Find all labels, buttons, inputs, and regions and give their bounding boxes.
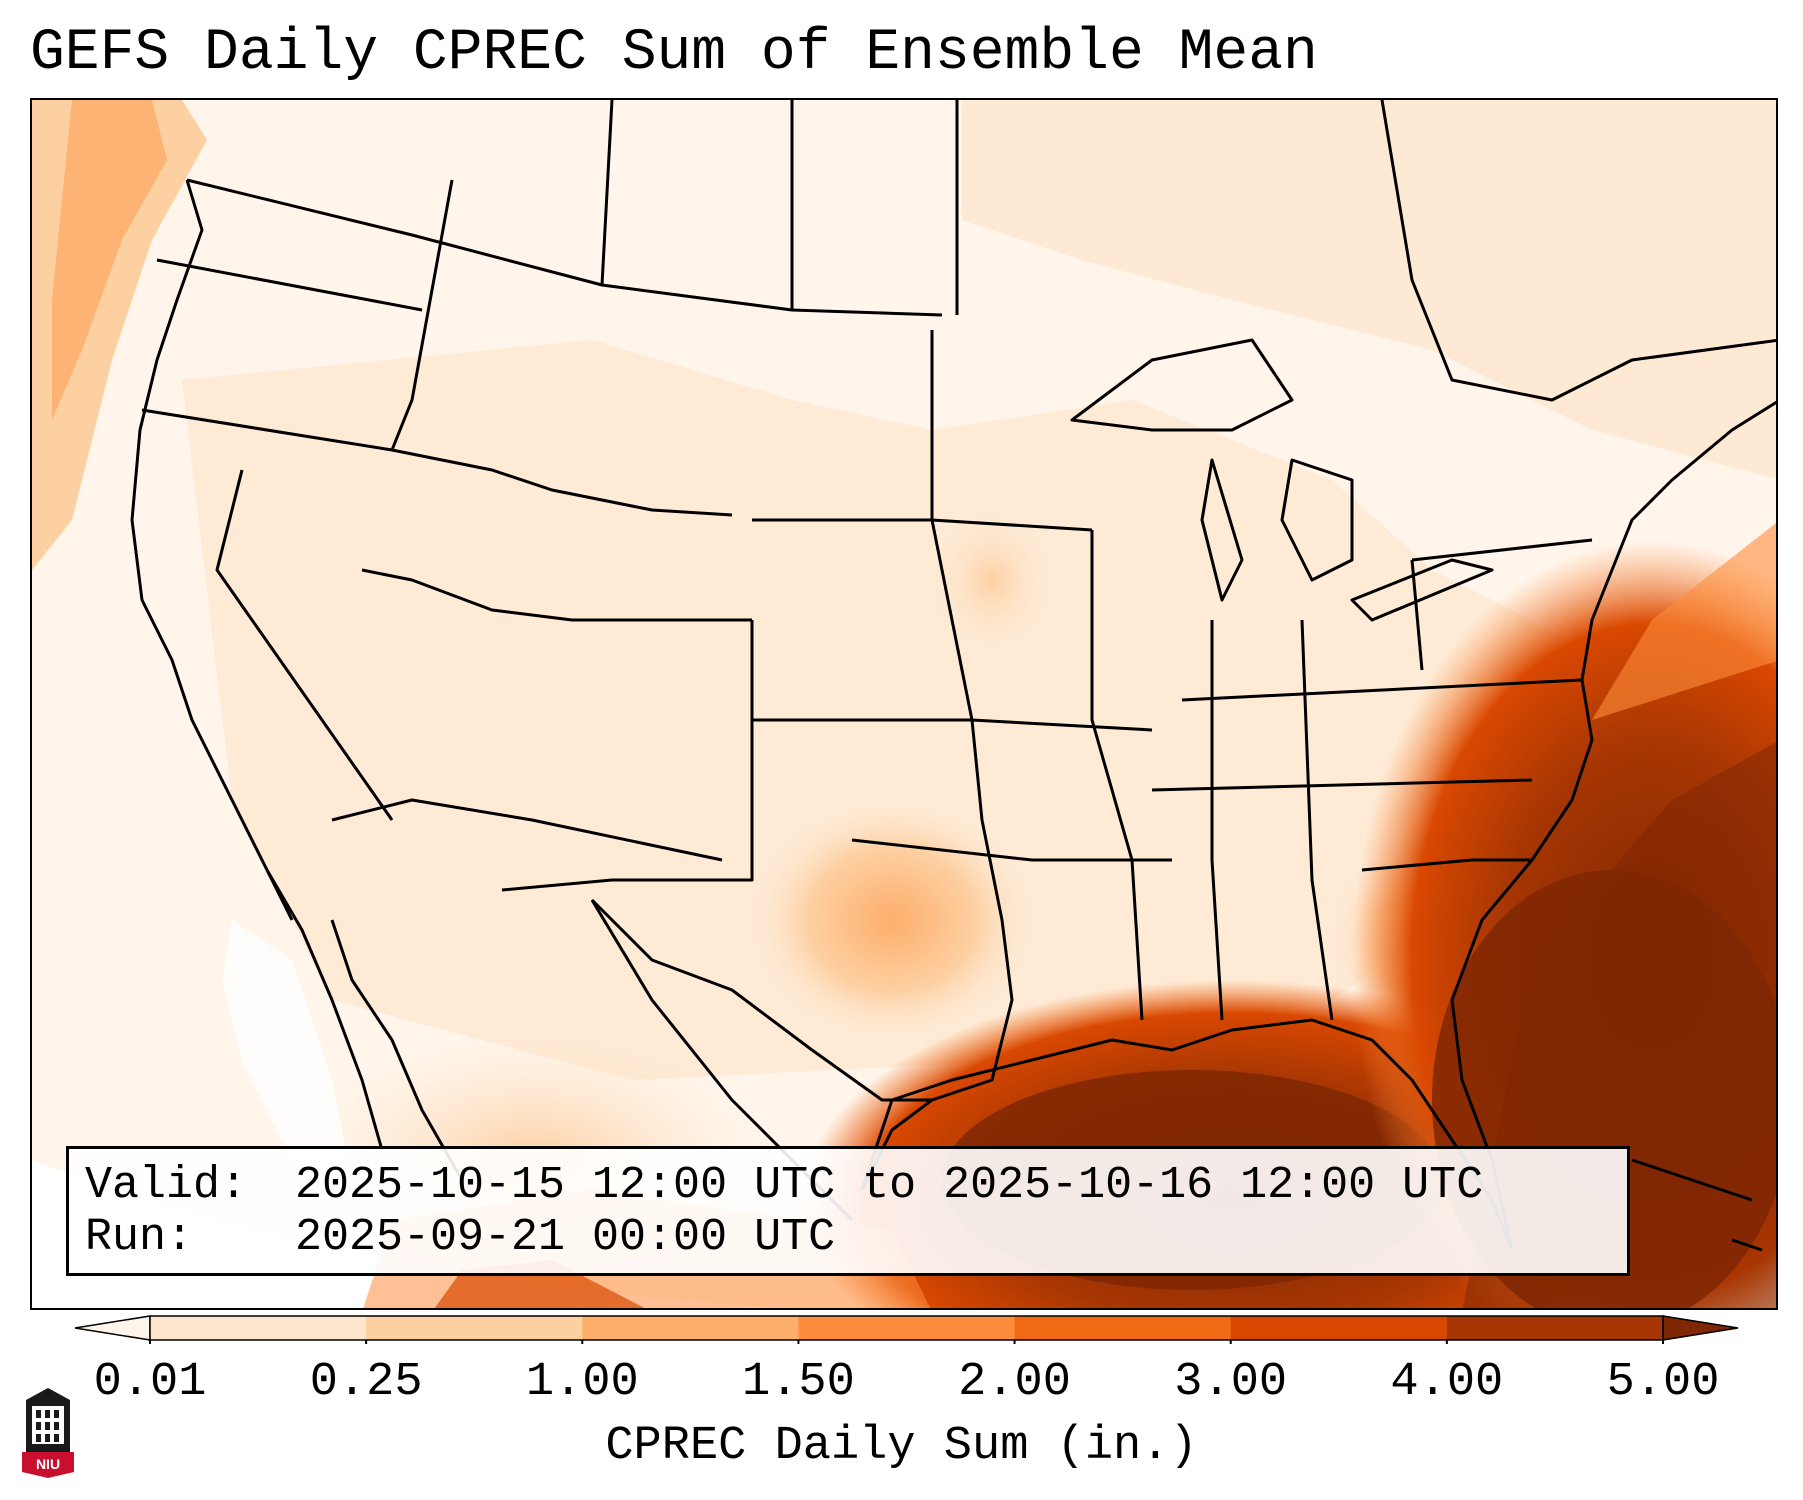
colorbar-tick-label: 2.00 xyxy=(958,1356,1071,1409)
pacific-coast xyxy=(130,179,294,921)
central-states xyxy=(860,330,1014,1191)
run-row: Run: 2025-09-21 00:00 UTC xyxy=(85,1213,835,1263)
canada-field xyxy=(962,100,1776,480)
colorbar-swatch xyxy=(1014,1316,1232,1340)
texas-border xyxy=(590,898,932,1102)
valid-row: Valid: 2025-10-15 12:00 UTC to 2025-10-16… xyxy=(85,1161,1483,1211)
baja-west xyxy=(265,869,384,1151)
az-nm xyxy=(331,798,723,862)
colorbar-tick-label: 4.00 xyxy=(1390,1356,1504,1409)
valid-value: 2025-10-15 12:00 UTC to 2025-10-16 12:00… xyxy=(295,1160,1484,1211)
canada-east xyxy=(1380,100,1776,402)
new-england-offshore xyxy=(1592,520,1776,720)
hispaniola xyxy=(1731,1238,1763,1252)
precip-map xyxy=(32,100,1776,1308)
colorbar-swatch xyxy=(150,1316,367,1340)
colorbar xyxy=(74,1315,1739,1344)
cuba xyxy=(1631,1158,1753,1202)
colorbar-tick-label: 1.50 xyxy=(742,1356,855,1409)
tn-ky xyxy=(1151,778,1533,792)
ut-co xyxy=(361,568,752,622)
run-value: 2025-09-21 00:00 UTC xyxy=(295,1212,836,1263)
colorbar-tick-label: 0.25 xyxy=(309,1356,423,1409)
valid-label: Valid: xyxy=(85,1160,248,1211)
canada-line-1 xyxy=(600,100,614,286)
colorbar-label: CPREC Daily Sum (in.) xyxy=(605,1420,1198,1473)
boundaries xyxy=(130,100,1776,1252)
pa-ny xyxy=(1411,538,1593,562)
baja-white xyxy=(222,920,352,1180)
baja-east xyxy=(330,919,464,1181)
ne-ks xyxy=(752,518,1093,532)
colorbar-extend-low xyxy=(74,1315,151,1341)
run-label: Run: xyxy=(85,1212,194,1263)
ga-al xyxy=(1300,619,1334,1021)
ky-oh xyxy=(1181,678,1583,702)
colorbar-swatch xyxy=(1446,1316,1664,1340)
lake-michigan xyxy=(1200,458,1244,602)
lake-erie xyxy=(1350,558,1494,622)
precip-shading xyxy=(32,100,1776,1308)
colorbar-swatch xyxy=(366,1316,583,1340)
lake-superior xyxy=(1070,338,1294,432)
colorbar-tick-label: 1.00 xyxy=(525,1356,639,1409)
niu-logo: NIU xyxy=(22,1388,74,1478)
oh-pa xyxy=(1410,559,1424,671)
map-title: GEFS Daily CPREC Sum of Ensemble Mean xyxy=(30,21,1318,86)
colorbar-outline xyxy=(149,1315,1664,1341)
colorbar-swatch xyxy=(582,1316,799,1340)
map-panel xyxy=(30,98,1778,1310)
id-nv-ut xyxy=(391,448,733,517)
pacific-band xyxy=(52,100,167,420)
ok-tx xyxy=(851,838,1172,862)
ks-ok xyxy=(752,718,1153,732)
plains-moderate xyxy=(752,800,1032,1040)
wa-or-id xyxy=(141,179,454,452)
gulf-coast xyxy=(860,1018,1514,1251)
atlantic-coast xyxy=(1450,400,1776,1251)
lake-huron xyxy=(1280,458,1354,582)
midwest-light xyxy=(932,510,1052,650)
valid-info-box: Valid: 2025-10-15 12:00 UTC to 2025-10-16… xyxy=(66,1146,1630,1276)
sc-nc xyxy=(1361,858,1532,872)
ca-nv xyxy=(215,469,394,821)
colorbar-tick-label: 3.00 xyxy=(1174,1356,1288,1409)
co-nm-tx xyxy=(501,620,754,892)
svg-text:NIU: NIU xyxy=(36,1456,60,1472)
colorbar-extend-high xyxy=(1662,1315,1739,1341)
colorbar-swatch xyxy=(798,1316,1016,1340)
light-land-field xyxy=(182,340,1592,1080)
colorbar-tick-label: 0.01 xyxy=(93,1356,207,1409)
colorbar-swatch xyxy=(1230,1316,1448,1340)
ms-river xyxy=(1090,530,1144,1021)
wa-or xyxy=(156,258,423,312)
colorbar-tick-label: 5.00 xyxy=(1606,1356,1720,1409)
